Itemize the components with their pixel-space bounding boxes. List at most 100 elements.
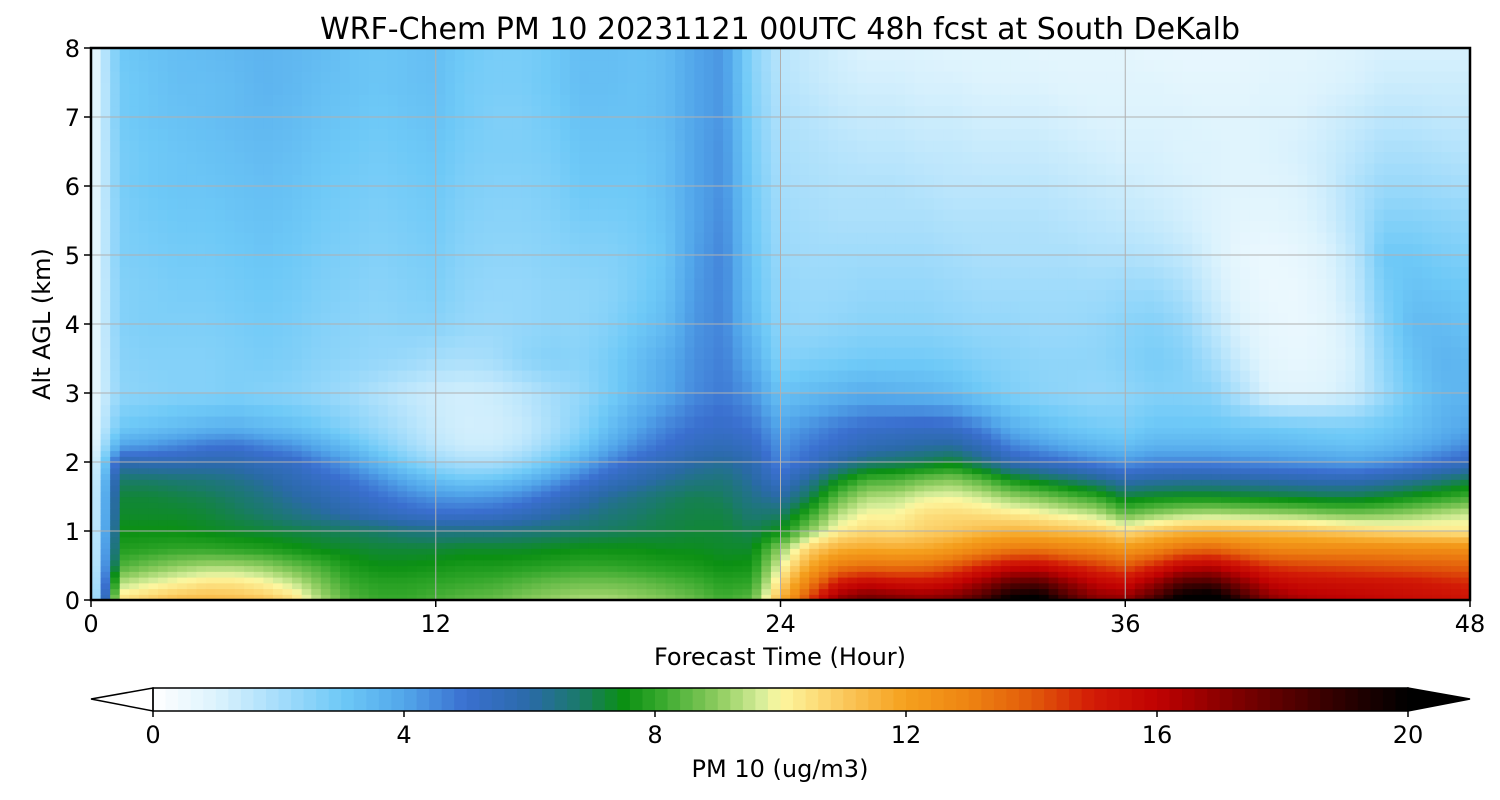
- heatmap-cell: [1221, 542, 1232, 549]
- heatmap-cell: [933, 559, 944, 567]
- heatmap-cell: [1163, 473, 1174, 480]
- heatmap-cell: [780, 473, 791, 480]
- heatmap-cell: [521, 381, 533, 394]
- heatmap-cell: [1268, 577, 1280, 584]
- heatmap-cell: [474, 490, 485, 498]
- heatmap-cell: [1096, 479, 1107, 486]
- heatmap-cell: [234, 427, 245, 434]
- heatmap-cell: [847, 594, 858, 601]
- heatmap-cell: [148, 393, 159, 406]
- heatmap-cell: [253, 444, 264, 452]
- heatmap-cell: [742, 416, 753, 429]
- heatmap-cell: [1297, 444, 1308, 452]
- heatmap-cell: [799, 467, 810, 475]
- heatmap-cell: [837, 404, 849, 417]
- heatmap-cell: [234, 439, 245, 446]
- heatmap-cell: [1230, 525, 1241, 532]
- heatmap-cell: [914, 416, 925, 429]
- heatmap-cell: [531, 513, 542, 521]
- heatmap-cell: [1115, 548, 1126, 555]
- heatmap-cell: [646, 381, 657, 394]
- heatmap-cell: [1422, 433, 1433, 440]
- heatmap-cell: [885, 513, 897, 521]
- heatmap-cell: [129, 393, 140, 406]
- heatmap-cell: [119, 381, 130, 394]
- heatmap-cell: [847, 490, 858, 498]
- heatmap-cell: [1019, 439, 1031, 446]
- heatmap-cell: [493, 444, 504, 452]
- heatmap-cell: [521, 393, 533, 406]
- heatmap-cell: [1211, 496, 1222, 503]
- heatmap-cell: [1058, 404, 1069, 417]
- heatmap-cell: [531, 433, 542, 440]
- heatmap-cell: [981, 485, 992, 492]
- heatmap-cell: [311, 467, 322, 475]
- heatmap-cell: [330, 525, 341, 532]
- heatmap-cell: [1450, 594, 1462, 601]
- heatmap-cell: [991, 577, 1002, 584]
- heatmap-cell: [1019, 525, 1031, 532]
- heatmap-cell: [981, 519, 992, 526]
- heatmap-cell: [1412, 565, 1423, 572]
- heatmap-cell: [512, 554, 523, 561]
- heatmap-cell: [1316, 571, 1327, 578]
- heatmap-cell: [521, 456, 533, 463]
- heatmap-cell: [1221, 525, 1232, 532]
- heatmap-cell: [684, 462, 695, 469]
- heatmap-cell: [1182, 479, 1193, 486]
- heatmap-cell: [454, 577, 466, 584]
- heatmap-cell: [407, 594, 418, 601]
- heatmap-cell: [531, 588, 542, 595]
- heatmap-cell: [1153, 444, 1165, 452]
- heatmap-cell: [1307, 565, 1318, 572]
- heatmap-cell: [1393, 479, 1404, 486]
- heatmap-cell: [521, 462, 533, 469]
- heatmap-cell: [569, 496, 580, 503]
- heatmap-cell: [857, 433, 868, 440]
- heatmap-cell: [148, 456, 159, 463]
- heatmap-cell: [378, 444, 389, 452]
- heatmap-cell: [656, 559, 667, 567]
- heatmap-cell: [1000, 582, 1011, 590]
- heatmap-cell: [694, 467, 705, 475]
- heatmap-cell: [837, 444, 849, 452]
- heatmap-cell: [952, 502, 964, 509]
- heatmap-cell: [885, 450, 897, 457]
- heatmap-cell: [1249, 416, 1260, 429]
- heatmap-cell: [339, 519, 351, 526]
- heatmap-cell: [972, 542, 983, 549]
- heatmap-cell: [885, 496, 897, 503]
- heatmap-cell: [167, 462, 178, 469]
- heatmap-cell: [876, 519, 887, 526]
- heatmap-cell: [1019, 444, 1031, 452]
- heatmap-cell: [1182, 508, 1193, 515]
- heatmap-cell: [665, 559, 676, 567]
- heatmap-cell: [1259, 536, 1270, 544]
- heatmap-cell: [541, 536, 552, 544]
- heatmap-cell: [1106, 571, 1117, 578]
- heatmap-cell: [837, 554, 849, 561]
- heatmap-cell: [1460, 571, 1471, 578]
- heatmap-cell: [1374, 456, 1385, 463]
- heatmap-cell: [1240, 577, 1251, 584]
- heatmap-cell: [665, 588, 676, 595]
- heatmap-cell: [550, 496, 561, 503]
- heatmap-cell: [1173, 444, 1184, 452]
- heatmap-cell: [933, 554, 944, 561]
- heatmap-cell: [713, 571, 724, 578]
- heatmap-cell: [1211, 513, 1222, 521]
- heatmap-cell: [1431, 444, 1442, 452]
- heatmap-cell: [311, 416, 322, 429]
- heatmap-cell: [1211, 473, 1222, 480]
- heatmap-cell: [914, 559, 925, 567]
- heatmap-cell: [474, 485, 485, 492]
- heatmap-cell: [1441, 479, 1452, 486]
- heatmap-cell: [320, 427, 332, 434]
- heatmap-cell: [981, 427, 992, 434]
- heatmap-cell: [1058, 479, 1069, 486]
- heatmap-cell: [560, 542, 571, 549]
- heatmap-cell: [972, 559, 983, 567]
- heatmap-cell: [723, 519, 734, 526]
- heatmap-cell: [847, 502, 858, 509]
- heatmap-cell: [1326, 531, 1337, 538]
